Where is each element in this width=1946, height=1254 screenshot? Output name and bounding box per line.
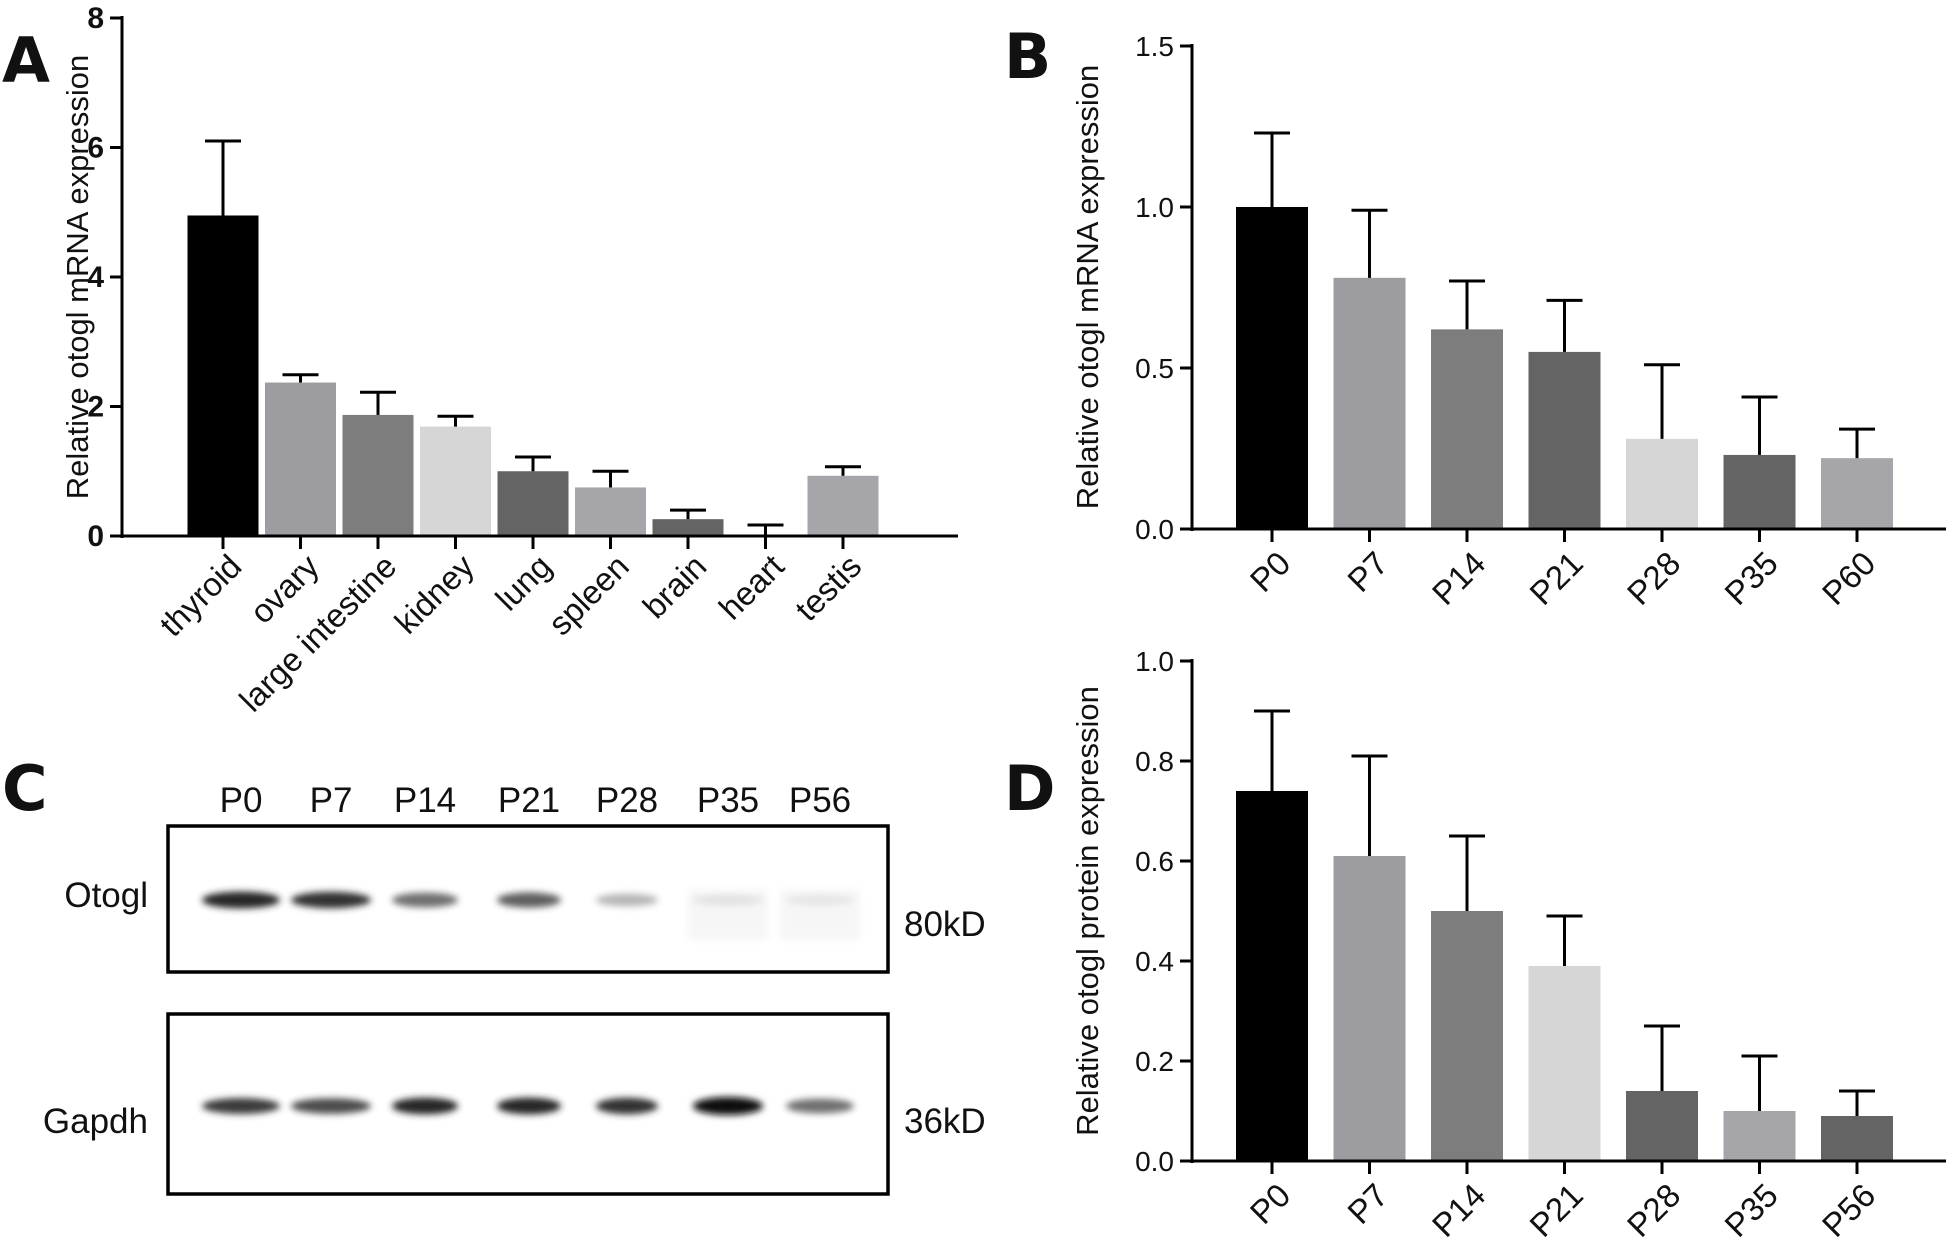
blot-band bbox=[291, 891, 371, 909]
x-category-label: P0 bbox=[1243, 1176, 1298, 1231]
x-category-label: spleen bbox=[541, 547, 636, 642]
blot-size-label: 80kD bbox=[904, 905, 986, 944]
blot-row-label: Otogl bbox=[64, 876, 148, 915]
bar-p28 bbox=[1626, 1091, 1698, 1161]
y-tick-label: 2 bbox=[87, 391, 104, 424]
bar-p60 bbox=[1821, 458, 1893, 529]
y-axis-title: Relative otogl protein expression bbox=[1070, 686, 1105, 1136]
x-category-label: kidney bbox=[387, 547, 481, 641]
x-category-label: heart bbox=[712, 547, 791, 626]
x-category-label: P28 bbox=[1620, 544, 1688, 612]
blot-band bbox=[202, 1098, 280, 1114]
y-tick-label: 0.6 bbox=[1135, 846, 1174, 877]
panel-letter-b: B bbox=[1004, 20, 1051, 93]
x-category-label: P21 bbox=[1522, 1176, 1590, 1244]
bar-p21 bbox=[1528, 966, 1601, 1161]
bar-testis bbox=[807, 475, 879, 536]
y-tick-label: 0.8 bbox=[1135, 746, 1174, 777]
bar-spleen bbox=[575, 487, 646, 536]
x-category-label: brain bbox=[635, 547, 713, 625]
blot-lane-label: P56 bbox=[789, 781, 851, 820]
y-axis-title: Relative otogl mRNA expression bbox=[1070, 65, 1105, 510]
blot-lane-label: P14 bbox=[394, 781, 456, 820]
y-tick-label: 0.5 bbox=[1135, 353, 1174, 384]
bar-p28 bbox=[1626, 438, 1698, 529]
y-tick-label: 0.0 bbox=[1135, 1146, 1174, 1177]
x-category-label: P14 bbox=[1425, 1176, 1493, 1244]
y-tick-label: 4 bbox=[87, 261, 104, 294]
bar-p0 bbox=[1236, 207, 1308, 529]
bar-thyroid bbox=[187, 215, 259, 537]
blot-band bbox=[596, 893, 658, 907]
bar-p35 bbox=[1723, 1111, 1796, 1161]
bar-p21 bbox=[1528, 351, 1601, 529]
bar-p35 bbox=[1723, 454, 1796, 529]
panel-letter-c: C bbox=[2, 752, 48, 825]
blot-band bbox=[392, 1097, 458, 1115]
bar-large-intestine bbox=[342, 414, 414, 536]
bar-lung bbox=[497, 471, 569, 536]
blot-band bbox=[693, 894, 763, 906]
x-category-label: P21 bbox=[1522, 544, 1590, 612]
blot-band bbox=[497, 1097, 561, 1115]
blot-band bbox=[497, 892, 561, 908]
chart-d: 0.0 0.2 0.4 0.6 0.8 1.0 P0 P7 P14 P21 P28 P35 P56 Rel… bbox=[1070, 646, 1946, 1244]
panel-letter-a: A bbox=[2, 24, 50, 97]
bar-p14 bbox=[1431, 329, 1503, 529]
bar-ovary bbox=[265, 382, 336, 536]
x-category-label: lung bbox=[488, 547, 558, 617]
bar-p7 bbox=[1333, 277, 1406, 529]
y-tick-label: 1.0 bbox=[1135, 646, 1174, 677]
y-tick-label: 8 bbox=[87, 2, 104, 35]
x-category-label: P14 bbox=[1425, 544, 1493, 612]
y-tick-label: 1.0 bbox=[1135, 192, 1174, 223]
y-tick-label: 1.5 bbox=[1135, 31, 1174, 62]
bar-p7 bbox=[1333, 856, 1406, 1161]
blot-band bbox=[392, 892, 458, 908]
x-category-label: thyroid bbox=[152, 547, 248, 643]
blot-band bbox=[693, 1097, 763, 1115]
blot-band bbox=[786, 1098, 854, 1114]
blot-size-label: 36kD bbox=[904, 1102, 986, 1141]
x-category-label: P60 bbox=[1815, 544, 1883, 612]
x-category-label: P56 bbox=[1815, 1176, 1883, 1244]
y-tick-label: 6 bbox=[87, 132, 104, 165]
blot-band bbox=[596, 1097, 658, 1115]
bar-p14 bbox=[1431, 911, 1503, 1161]
y-tick-label: 0.4 bbox=[1135, 946, 1174, 977]
panel-letter-d: D bbox=[1004, 752, 1055, 825]
x-category-label: P28 bbox=[1620, 1176, 1688, 1244]
western-blot: P0 P7 P14 P21 P28 P35 P56 Otogl 80kD Gapdh 36kD bbox=[43, 781, 986, 1196]
x-category-label: P7 bbox=[1340, 1176, 1395, 1231]
bar-p56 bbox=[1821, 1116, 1893, 1161]
y-axis-title: Relative otogl mRNA expression bbox=[60, 55, 95, 500]
blot-row-label: Gapdh bbox=[43, 1102, 148, 1141]
y-tick-label: 0 bbox=[87, 520, 104, 553]
x-category-label: P35 bbox=[1717, 544, 1785, 612]
y-tick-label: 0.0 bbox=[1135, 514, 1174, 545]
blot-lane-label: P21 bbox=[498, 781, 560, 820]
blot-lane-label: P28 bbox=[596, 781, 658, 820]
blot-lane-label: P0 bbox=[220, 781, 263, 820]
x-category-label: P0 bbox=[1243, 544, 1298, 599]
blot-lane-label: P7 bbox=[310, 781, 353, 820]
bar-kidney bbox=[420, 426, 491, 536]
x-category-label: P7 bbox=[1340, 544, 1395, 599]
x-category-label: testis bbox=[788, 547, 869, 628]
bar-p0 bbox=[1236, 791, 1308, 1161]
blot-band bbox=[291, 1098, 371, 1114]
y-tick-label: 0.2 bbox=[1135, 1046, 1174, 1077]
blot-band bbox=[786, 894, 854, 906]
chart-b: 0.0 0.5 1.0 1.5 P0 P7 P14 P21 P28 P35 P60 Relative … bbox=[1070, 31, 1946, 612]
bar-brain bbox=[652, 519, 724, 536]
blot-lane-label: P35 bbox=[697, 781, 759, 820]
blot-band bbox=[202, 891, 280, 909]
x-category-label: P35 bbox=[1717, 1176, 1785, 1244]
